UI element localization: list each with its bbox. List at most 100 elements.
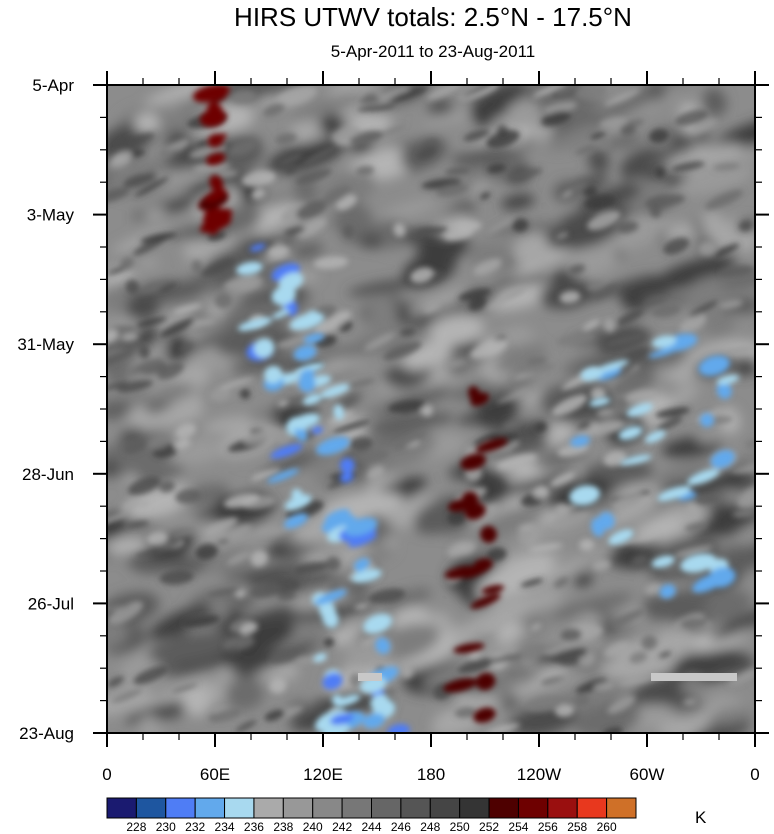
field-cell: [520, 578, 544, 588]
field-cell: [243, 427, 282, 445]
field-cell: [381, 199, 438, 220]
field-cell: [215, 170, 238, 177]
field-cell: [420, 404, 433, 417]
field-cell: [500, 256, 513, 268]
field-cell: [543, 101, 578, 114]
field-cell: [148, 604, 213, 640]
field-cell: [533, 486, 549, 499]
field-cell: [684, 523, 708, 532]
field-cell: [520, 529, 534, 540]
field-cell: [719, 299, 743, 310]
x-tick-label: 0: [102, 765, 111, 784]
feature-cell: [333, 404, 345, 421]
feature-region: [192, 85, 233, 235]
field-cell: [147, 633, 234, 664]
feature-cell: [608, 529, 634, 545]
field-cell: [573, 694, 590, 707]
field-cell: [410, 267, 435, 284]
field-cell: [471, 432, 500, 450]
field-cell: [534, 422, 547, 433]
field-cell: [727, 471, 755, 490]
field-cell: [241, 170, 276, 187]
colorbar-tick-label: 240: [303, 820, 323, 834]
field-cell: [603, 318, 616, 333]
field-cell: [160, 318, 195, 338]
field-cell: [475, 397, 518, 429]
field-cell: [202, 416, 253, 433]
field-cell: [568, 264, 586, 275]
field-cell: [400, 327, 416, 337]
feature-cell: [618, 426, 643, 440]
field-cell: [303, 145, 338, 166]
field-cell: [170, 527, 196, 538]
field-cell: [593, 681, 615, 691]
y-axis: 5-Apr 3-May 31-May 28-Jun 26-Jul 23-Aug: [17, 76, 769, 743]
field-cell: [125, 279, 140, 295]
field-cell: [208, 708, 241, 722]
feature-cell: [710, 449, 735, 469]
field-cell: [473, 258, 503, 276]
field-cell: [604, 88, 641, 106]
missing-data-strip: [651, 673, 737, 681]
field-cell: [289, 92, 369, 120]
field-cell: [277, 591, 297, 601]
field-cell: [611, 609, 645, 627]
field-cell: [209, 388, 232, 402]
field-cell: [107, 380, 128, 391]
colorbar-box: [224, 797, 255, 819]
field-cell: [596, 408, 614, 417]
colorbar-tick-label: 246: [391, 820, 411, 834]
feature-cell: [272, 309, 290, 319]
field-cell: [645, 583, 662, 594]
feature-cell: [209, 175, 224, 192]
field-cell: [407, 289, 469, 316]
field-cell: [572, 571, 593, 587]
field-cell: [222, 635, 255, 651]
field-cell: [159, 480, 175, 493]
field-cell: [358, 97, 381, 104]
feature-cell: [324, 508, 350, 523]
field-cell: [556, 331, 596, 347]
colorbar-box: [312, 797, 343, 819]
field-cell: [120, 257, 135, 269]
field-cell: [518, 363, 556, 374]
field-cell: [641, 635, 658, 650]
feature-cell: [648, 346, 680, 358]
feature-cell: [316, 436, 350, 456]
field-cell: [458, 288, 492, 302]
colorbar-tick-label: 238: [273, 820, 293, 834]
field-cell: [599, 139, 610, 150]
feature-cell: [475, 438, 508, 453]
feature-cell: [473, 558, 493, 571]
field-cell: [565, 181, 589, 194]
feature-cell: [475, 672, 496, 691]
field-cell: [545, 676, 567, 686]
field-cell: [604, 132, 640, 150]
feature-cell: [657, 485, 692, 502]
field-cell: [195, 543, 219, 560]
field-cell: [224, 568, 289, 581]
field-cell: [222, 203, 262, 229]
field-cell: [573, 701, 641, 733]
feature-cell: [313, 653, 327, 663]
field-cell: [223, 493, 260, 509]
field-cell: [273, 237, 285, 248]
field-cell: [116, 380, 154, 393]
field-cell: [296, 199, 328, 220]
field-cell: [107, 619, 128, 648]
field-cell: [500, 194, 535, 210]
field-cell: [111, 150, 133, 165]
field-cell: [663, 237, 690, 255]
field-cell: [696, 434, 723, 443]
field-cell: [703, 88, 727, 117]
field-cell: [181, 614, 220, 628]
feature-cell: [331, 694, 343, 705]
plot-area: [106, 84, 756, 734]
field-cell: [587, 210, 621, 231]
field-cell: [739, 220, 753, 232]
field-cell: [679, 314, 707, 334]
field-cell: [243, 404, 283, 423]
field-cell: [376, 125, 405, 138]
feature-cell: [700, 413, 714, 427]
field-cell: [483, 654, 523, 665]
